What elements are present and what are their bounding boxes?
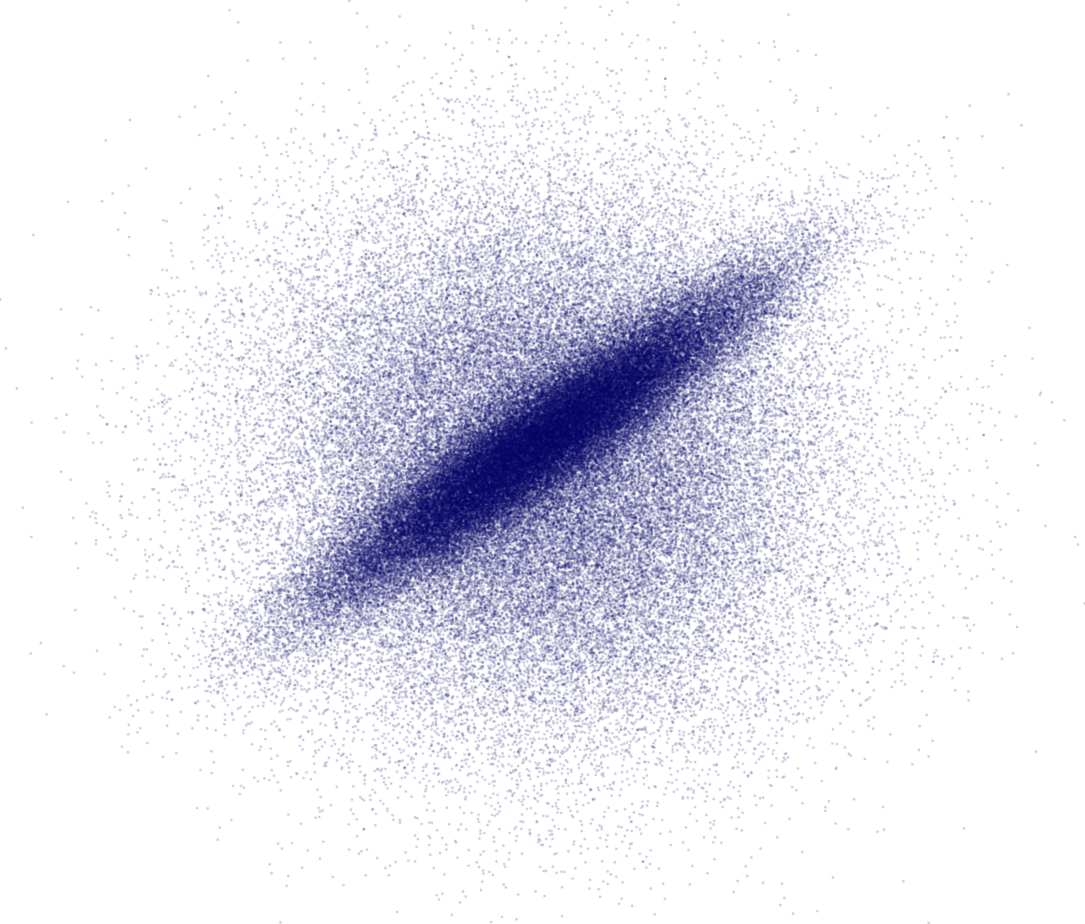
scatter-point-outlier-6	[663, 77, 667, 80]
scatter-point-outlier-9	[887, 185, 891, 189]
scatter-point-outlier-2	[982, 433, 985, 437]
scatter-point-outlier-5	[641, 860, 645, 863]
scatter-point-outlier-0	[507, 55, 511, 59]
scatter-point-outlier-4	[362, 827, 366, 831]
scatter-point-outlier-8	[217, 206, 221, 210]
scatter-point-outlier-1	[105, 422, 109, 426]
scatter-point-outlier-3	[931, 660, 935, 664]
scatter-point-outlier-7	[161, 622, 165, 626]
